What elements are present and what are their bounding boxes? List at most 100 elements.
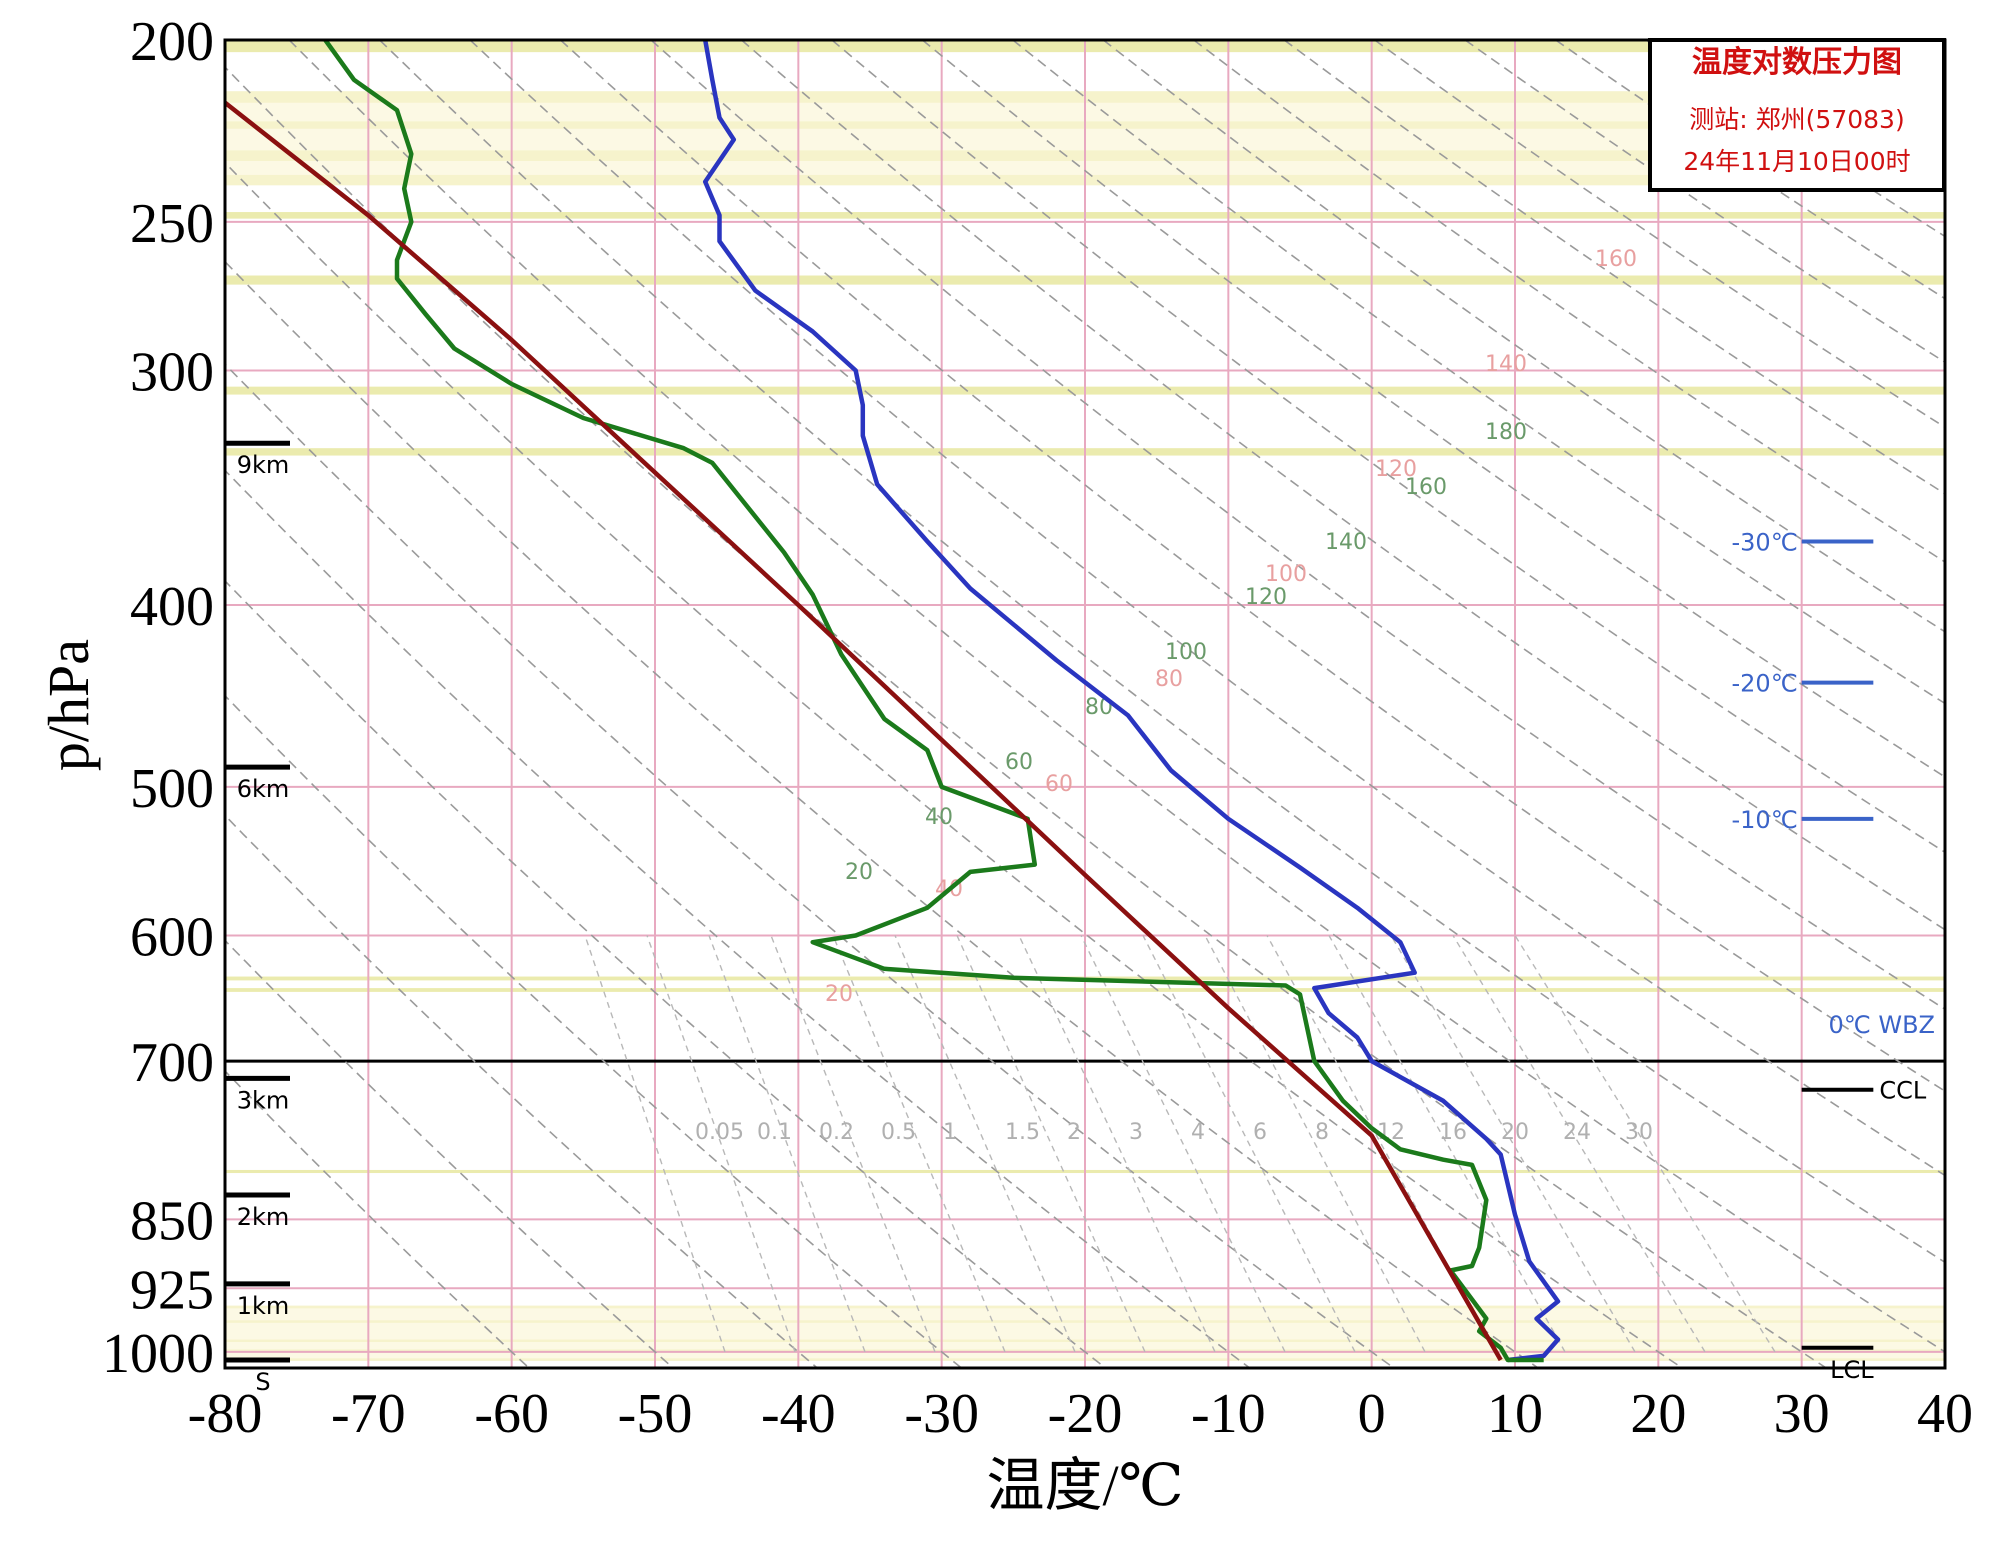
mixing-ratio-line — [646, 935, 796, 1353]
y-tick-label: 400 — [130, 576, 214, 638]
x-tick-label: -60 — [474, 1383, 549, 1445]
dry-adiabat — [1374, 40, 1945, 429]
mixing-ratio-line — [1328, 935, 1566, 1353]
x-axis-title: 温度/℃ — [987, 1453, 1184, 1518]
mixing-ratio-line — [584, 935, 726, 1353]
dry-adiabat — [1555, 40, 1945, 300]
x-tick-label: -20 — [1048, 1383, 1123, 1445]
level-label: -30℃ — [1732, 528, 1798, 556]
level-label: LCL — [1830, 1356, 1874, 1384]
y-tick-label: 700 — [130, 1032, 214, 1094]
x-tick-label: -30 — [904, 1383, 979, 1445]
x-tick-label: -10 — [1191, 1383, 1266, 1445]
moist-adiabat-label: 60 — [1005, 750, 1033, 775]
dry-adiabat — [225, 579, 1107, 1368]
dry-adiabat — [379, 40, 1945, 1264]
adiabats-and-mixing-lines: 0.05 0.1 0.2 0.5 1 1.5 2 3 4 6 8 12 16 20 24 3020406080… — [225, 40, 1945, 1368]
mixing-ratio-label: 16 — [1439, 1120, 1467, 1145]
y-tick-label: 925 — [130, 1259, 214, 1321]
plot-frame — [223, 38, 1947, 1370]
mixing-ratio-label: 3 — [1129, 1120, 1143, 1145]
mixing-ratio-label: 0.1 — [757, 1120, 792, 1145]
mixing-ratio-line — [708, 935, 866, 1353]
mixing-ratio-line — [1514, 935, 1776, 1353]
moist-adiabat-label: 120 — [1245, 585, 1287, 610]
dry-adiabat — [1464, 40, 1945, 364]
parcel-curve — [225, 100, 1503, 1362]
dry-adiabat — [1012, 40, 1945, 705]
mixing-ratio-line — [956, 935, 1146, 1353]
dry-adiabat — [225, 161, 1683, 1368]
profiles — [225, 40, 1561, 1363]
dry-adiabat — [559, 40, 1945, 1093]
dry-adiabat — [225, 469, 1251, 1368]
dry-adiabat — [740, 40, 1945, 931]
mixing-ratio-label: 1 — [943, 1120, 957, 1145]
height-mark-label: 2km — [237, 1203, 290, 1231]
level-label: CCL — [1879, 1077, 1927, 1105]
height-mark-label: 3km — [237, 1086, 290, 1114]
dry-adiabat-label: 80 — [1155, 667, 1183, 692]
y-tick-label: 300 — [130, 341, 214, 403]
mixing-ratio-label: 30 — [1625, 1120, 1653, 1145]
dry-adiabat — [1193, 40, 1945, 563]
height-mark-label: S — [255, 1368, 270, 1396]
x-tick-label: -80 — [188, 1383, 263, 1445]
x-tick-label: 10 — [1487, 1383, 1543, 1445]
y-tick-label: 850 — [130, 1190, 214, 1252]
mixing-ratio-label: 8 — [1315, 1120, 1329, 1145]
mixing-ratio-label: 20 — [1501, 1120, 1529, 1145]
mixing-ratio-label: 0.05 — [695, 1120, 744, 1145]
mixing-ratio-label: 0.5 — [881, 1120, 916, 1145]
mixing-ratio-line — [1080, 935, 1286, 1353]
y-tick-label: 500 — [130, 758, 214, 820]
moist-adiabat-label: 100 — [1165, 640, 1207, 665]
legend-time: 24年11月10日00时 — [1683, 147, 1910, 176]
moist-adiabat-label: 180 — [1485, 420, 1527, 445]
x-tick-label: 20 — [1630, 1383, 1686, 1445]
dry-adiabat — [225, 814, 818, 1368]
x-tick-label: -70 — [331, 1383, 406, 1445]
height-and-level-marks: 9km 6km 3km 2km 1km S -30℃ -20℃ -10℃ 0℃ WBZ CCL LCL — [225, 440, 1936, 1396]
dry-adiabat-label: 100 — [1265, 562, 1307, 587]
mixing-ratio-line — [832, 935, 1006, 1353]
legend-title: 温度对数压力图 — [1692, 45, 1902, 80]
legend-station: 测站: 郑州(57083) — [1689, 105, 1904, 134]
level-label: 0℃ WBZ — [1829, 1011, 1936, 1039]
dry-adiabat — [1736, 40, 1945, 177]
moist-adiabat-label: 140 — [1325, 530, 1367, 555]
moist-adiabat-label: 20 — [845, 860, 873, 885]
mixing-ratio-label: 24 — [1563, 1120, 1591, 1145]
x-tick-label: 30 — [1774, 1383, 1830, 1445]
x-tick-label: -40 — [761, 1383, 836, 1445]
dry-adiabat — [1645, 40, 1945, 238]
height-mark-label: 6km — [237, 775, 290, 803]
moist-adiabat-label: 40 — [925, 805, 953, 830]
mixing-ratio-line — [1452, 935, 1706, 1353]
level-label: -20℃ — [1732, 670, 1798, 698]
legend-box: 温度对数压力图 测站: 郑州(57083) 24年11月10日00时 — [1648, 38, 1946, 192]
mixing-ratio-label: 1.5 — [1005, 1120, 1040, 1145]
temperature-profile — [702, 40, 1561, 1363]
y-tick-label: 200 — [130, 11, 214, 73]
mixing-ratio-line — [770, 935, 936, 1353]
height-mark-label: 1km — [237, 1292, 290, 1320]
dry-adiabat-label: 60 — [1045, 772, 1073, 797]
mixing-ratio-line — [1142, 935, 1356, 1353]
x-tick-label: -50 — [618, 1383, 693, 1445]
x-tick-label: 40 — [1917, 1383, 1973, 1445]
dry-adiabat — [288, 40, 1945, 1353]
y-tick-label: 1000 — [102, 1323, 214, 1385]
x-tick-label: 0 — [1358, 1383, 1386, 1445]
dry-adiabat-label: 20 — [825, 982, 853, 1007]
mixing-ratio-label: 4 — [1191, 1120, 1205, 1145]
dry-adiabat-label: 160 — [1595, 247, 1637, 272]
dry-adiabat-label: 120 — [1375, 457, 1417, 482]
level-label: -10℃ — [1732, 806, 1798, 834]
mixing-ratio-line — [1390, 935, 1636, 1353]
dry-adiabat — [225, 260, 1539, 1368]
height-mark-label: 9km — [237, 451, 290, 479]
y-tick-label: 250 — [130, 193, 214, 255]
dry-adiabat — [650, 40, 1945, 1011]
dry-adiabat — [1916, 40, 1945, 59]
